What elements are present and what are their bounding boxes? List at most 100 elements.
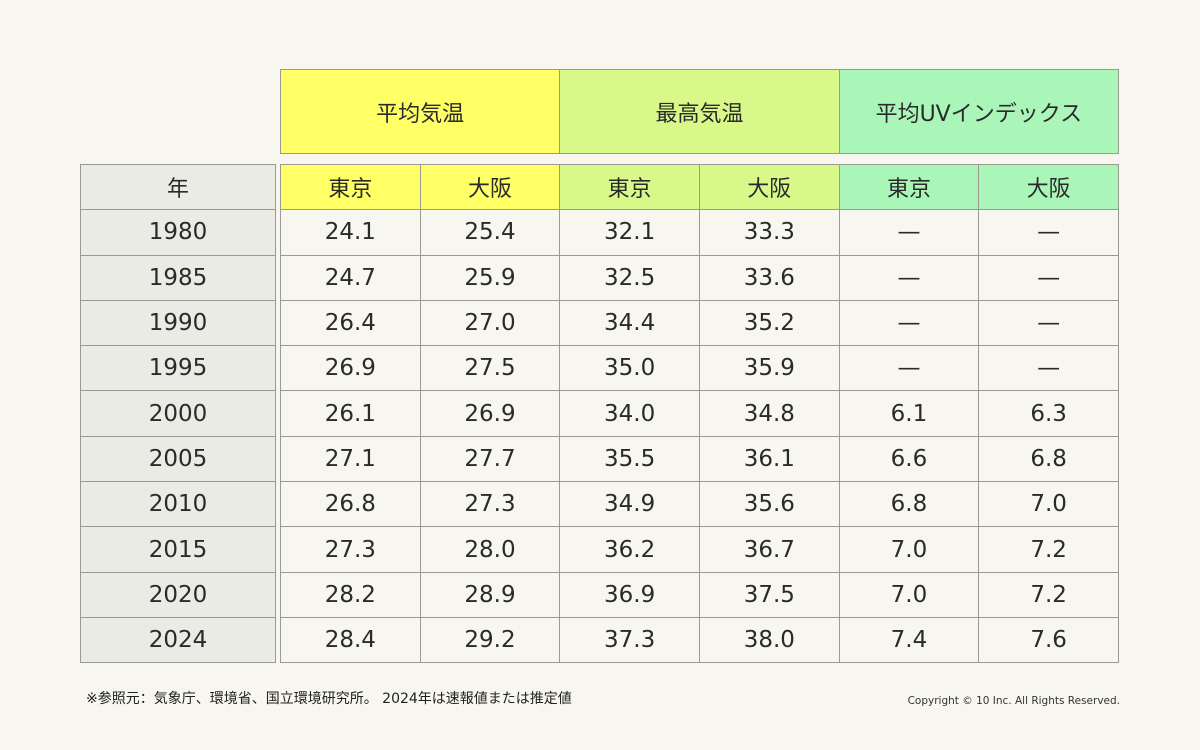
year-cell: 2000 [80, 390, 276, 437]
year-row: 1985 [80, 254, 276, 301]
value-cell: 34.9 [559, 481, 700, 528]
value-cell: 29.2 [419, 616, 561, 664]
value-cell: 6.3 [978, 390, 1119, 437]
year-row: 1980 [80, 209, 276, 256]
year-cell: 2024 [80, 616, 276, 664]
value-cell: 27.3 [419, 481, 561, 528]
value-cell: 25.9 [419, 254, 561, 301]
value-cell: 36.9 [559, 571, 700, 618]
value-cell: 26.8 [280, 481, 421, 528]
data-table: 東京 大阪 東京 大阪 東京 大阪 24.1 25.4 32.1 33.3— —24.7… [280, 163, 1119, 664]
value-cell: — [978, 209, 1119, 256]
table-row: 26.4 27.0 34.4 35.2— — [280, 299, 1119, 347]
value-cell: 35.9 [698, 345, 840, 392]
year-cell: 1985 [80, 254, 276, 301]
value-cell: 7.0 [838, 526, 980, 573]
value-cell: 34.0 [559, 390, 700, 437]
value-cell: 34.4 [559, 299, 700, 347]
value-cell: 7.2 [978, 526, 1119, 573]
value-cell: 33.3 [698, 209, 840, 256]
table-row: 28.2 28.9 36.9 37.5 7.0 7.2 [280, 571, 1119, 618]
value-cell: 27.7 [419, 435, 561, 483]
value-cell: 24.7 [280, 254, 421, 301]
value-cell: 36.7 [698, 526, 840, 573]
value-cell: 6.8 [978, 435, 1119, 483]
year-cell: 2020 [80, 571, 276, 618]
value-cell: 37.3 [559, 616, 700, 664]
value-cell: 28.0 [419, 526, 561, 573]
year-row: 2020 [80, 571, 276, 618]
value-cell: 6.1 [838, 390, 980, 437]
value-cell: 28.4 [280, 616, 421, 664]
value-cell: 6.6 [838, 435, 980, 483]
year-row: 2005 [80, 435, 276, 483]
year-header: 年 [80, 163, 276, 211]
city-header: 東京 [838, 163, 980, 211]
value-cell: — [838, 299, 980, 347]
value-cell: 26.9 [280, 345, 421, 392]
value-cell: 28.9 [419, 571, 561, 618]
city-header: 大阪 [978, 163, 1119, 211]
value-cell: 26.1 [280, 390, 421, 437]
table-row: 27.1 27.7 35.5 36.1 6.6 6.8 [280, 435, 1119, 483]
city-header: 東京 [280, 163, 421, 211]
year-cell: 1980 [80, 209, 276, 256]
value-cell: 27.0 [419, 299, 561, 347]
copyright: Copyright © 10 Inc. All Rights Reserved. [907, 695, 1120, 707]
value-cell: 27.5 [419, 345, 561, 392]
table-row: 26.9 27.5 35.0 35.9— — [280, 345, 1119, 392]
city-header: 大阪 [698, 163, 840, 211]
value-cell: 32.5 [559, 254, 700, 301]
value-cell: 36.2 [559, 526, 700, 573]
year-row: 2010 [80, 481, 276, 528]
table-row: 24.1 25.4 32.1 33.3— — [280, 209, 1119, 256]
city-header: 大阪 [419, 163, 561, 211]
value-cell: 32.1 [559, 209, 700, 256]
value-cell: 36.1 [698, 435, 840, 483]
table-row: 26.8 27.3 34.9 35.6 6.8 7.0 [280, 481, 1119, 528]
value-cell: 37.5 [698, 571, 840, 618]
value-cell: — [978, 345, 1119, 392]
value-cell: 7.0 [838, 571, 980, 618]
value-cell: — [838, 254, 980, 301]
value-cell: 7.2 [978, 571, 1119, 618]
value-cell: 6.8 [838, 481, 980, 528]
table-row: 24.7 25.9 32.5 33.6— — [280, 254, 1119, 301]
value-cell: 24.1 [280, 209, 421, 256]
value-cell: 25.4 [419, 209, 561, 256]
value-cell: 33.6 [698, 254, 840, 301]
value-cell: 38.0 [698, 616, 840, 664]
value-cell: 35.5 [559, 435, 700, 483]
source-note: ※参照元：気象庁、環境省、国立環境研究所。 2024年は速報値または推定値 [86, 691, 572, 707]
table-row: 26.1 26.9 34.0 34.8 6.1 6.3 [280, 390, 1119, 437]
value-cell: 7.4 [838, 616, 980, 664]
year-cell: 2015 [80, 526, 276, 573]
year-row: 1990 [80, 299, 276, 347]
year-row: 1995 [80, 345, 276, 392]
value-cell: — [838, 345, 980, 392]
city-header: 東京 [559, 163, 700, 211]
value-cell: — [978, 299, 1119, 347]
table-row: 27.3 28.0 36.2 36.7 7.0 7.2 [280, 526, 1119, 573]
table-row: 28.4 29.2 37.3 38.0 7.4 7.6 [280, 616, 1119, 664]
year-row: 2000 [80, 390, 276, 437]
value-cell: — [838, 209, 980, 256]
value-cell: 7.0 [978, 481, 1119, 528]
group-avg-temp: 平均気温 [279, 69, 561, 154]
value-cell: 7.6 [978, 616, 1119, 664]
value-cell: 27.1 [280, 435, 421, 483]
value-cell: 26.9 [419, 390, 561, 437]
group-header-table: 平均気温 最高気温 平均UVインデックス [279, 69, 1120, 154]
value-cell: — [978, 254, 1119, 301]
year-cell: 1995 [80, 345, 276, 392]
group-uv-index: 平均UVインデックス [838, 69, 1120, 154]
year-row: 2015 [80, 526, 276, 573]
year-cell: 2005 [80, 435, 276, 483]
value-cell: 26.4 [280, 299, 421, 347]
value-cell: 35.0 [559, 345, 700, 392]
value-cell: 35.2 [698, 299, 840, 347]
group-max-temp: 最高気温 [559, 69, 840, 154]
value-cell: 27.3 [280, 526, 421, 573]
value-cell: 28.2 [280, 571, 421, 618]
year-column: 年 1980 1985 1990 1995 2000 2005 2010 2015 2020 20… [80, 163, 276, 664]
